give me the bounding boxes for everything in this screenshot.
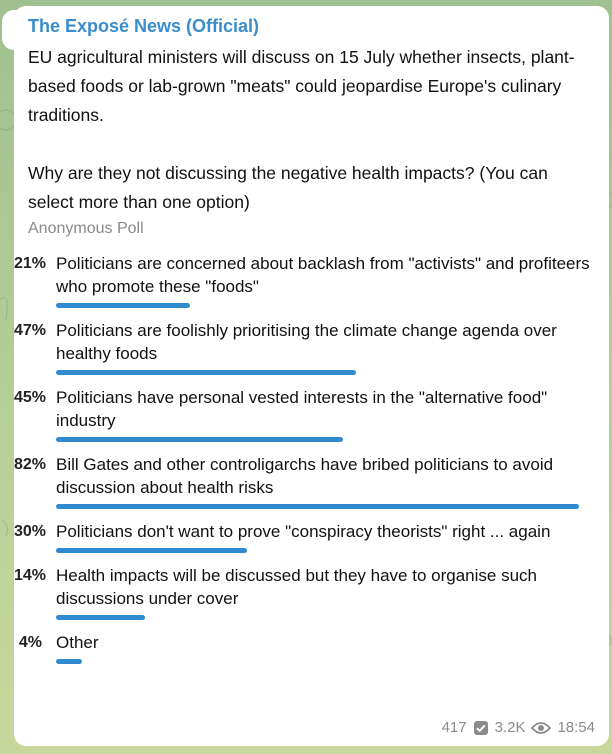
poll-type-label: Anonymous Poll [28, 220, 144, 237]
channel-name[interactable]: The Exposé News (Official) [28, 16, 260, 36]
poll-option[interactable]: 45% Politicians have personal vested int… [14, 386, 595, 442]
poll-option-text: Politicians are foolishly prioritising t… [56, 321, 557, 363]
poll-message-bubble[interactable]: The Exposé News (Official) EU agricultur… [14, 6, 609, 746]
poll-option[interactable]: 47% Politicians are foolishly prioritisi… [14, 319, 595, 375]
poll-option-text: Bill Gates and other controligarchs have… [56, 455, 554, 497]
poll-option-bar [56, 437, 343, 442]
poll-option[interactable]: 82% Bill Gates and other controligarchs … [14, 453, 595, 509]
poll-option-percent: 47% [14, 322, 47, 339]
view-count: 3.2K [494, 719, 526, 736]
poll-option-text: Other [56, 633, 99, 652]
poll-option-text: Health impacts will be discussed but the… [56, 566, 537, 608]
eye-icon [531, 722, 552, 734]
poll-option-text: Politicians are concerned about backlash… [56, 254, 590, 296]
poll-option-bar [56, 659, 82, 664]
poll-option[interactable]: 4% Other [19, 631, 595, 664]
poll-option-bar [56, 303, 190, 308]
poll-option-percent: 14% [14, 567, 47, 584]
message-text: EU agricultural ministers will discuss o… [28, 47, 575, 212]
poll-option-bar [56, 615, 146, 620]
poll-option[interactable]: 30% Politicians don't want to prove "con… [14, 520, 595, 553]
poll-option-percent: 82% [14, 456, 47, 473]
poll-options: 21% Politicians are concerned about back… [14, 252, 595, 664]
check-box-icon [473, 721, 488, 735]
poll-option-percent: 4% [18, 634, 42, 651]
poll-option-percent: 21% [14, 255, 47, 272]
poll-option-percent: 45% [14, 389, 47, 406]
message-meta: 417 3.2K 18:54 [442, 719, 595, 737]
poll-option-text: Politicians don't want to prove "conspir… [56, 522, 551, 541]
poll-option-bar [56, 504, 579, 509]
poll-option[interactable]: 14% Health impacts will be discussed but… [14, 564, 595, 620]
poll-option-bar [56, 548, 248, 553]
poll-option[interactable]: 21% Politicians are concerned about back… [14, 252, 595, 308]
poll-option-bar [56, 370, 356, 375]
vote-count: 417 [441, 719, 467, 736]
message-time: 18:54 [557, 719, 595, 736]
poll-option-text: Politicians have personal vested interes… [56, 388, 548, 430]
poll-option-percent: 30% [14, 523, 47, 540]
